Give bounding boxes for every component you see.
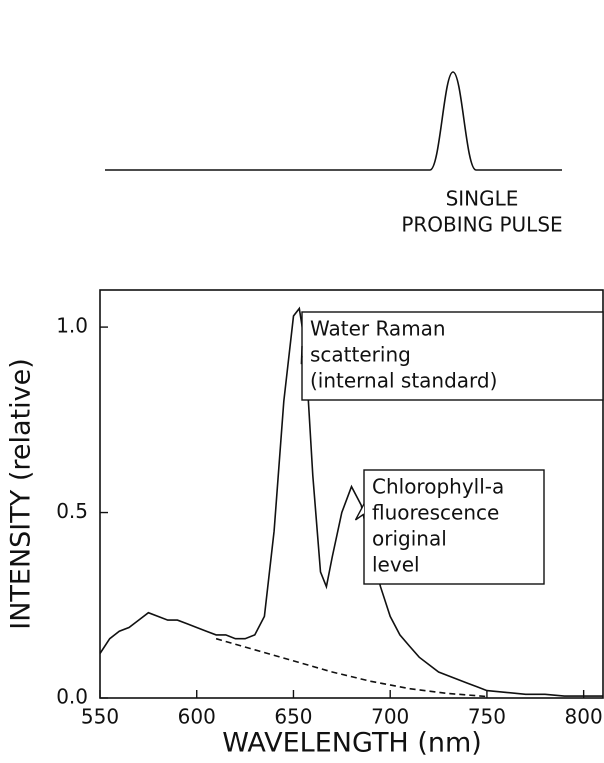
x-tick-label: 650 <box>274 705 312 729</box>
annotation-pointer <box>300 345 303 365</box>
pulse-label: SINGLE <box>446 187 519 211</box>
pulse-label: PROBING PULSE <box>401 213 562 237</box>
annotation-text: level <box>372 553 420 577</box>
series-line <box>99 306 603 697</box>
annotation-text: fluorescence <box>372 501 499 525</box>
y-tick-label: 0.5 <box>56 499 88 523</box>
annotation-text: Water Raman <box>310 317 446 341</box>
annotation-box <box>363 469 545 585</box>
top-panel <box>105 71 562 171</box>
annotation-pointer <box>354 503 365 521</box>
series-line <box>215 637 487 698</box>
y-tick-label: 1.0 <box>56 314 88 338</box>
y-axis-label: INTENSITY (relative) <box>6 358 37 630</box>
y-tick-label: 0.0 <box>56 685 88 709</box>
x-tick-label: 550 <box>81 705 119 729</box>
annotation-text: scattering <box>310 343 411 367</box>
x-tick-label: 700 <box>371 705 409 729</box>
annotation-text: original <box>372 527 447 551</box>
annotation-text: (internal standard) <box>310 369 497 393</box>
annotation-text: Chlorophyll-a <box>372 475 504 499</box>
plot-frame <box>99 289 604 699</box>
x-tick-label: 600 <box>178 705 216 729</box>
x-axis-label: WAVELENGTH (nm) <box>222 728 482 759</box>
x-tick-label: 800 <box>565 705 603 729</box>
pulse-trace <box>105 71 562 171</box>
x-tick-label: 750 <box>468 705 506 729</box>
